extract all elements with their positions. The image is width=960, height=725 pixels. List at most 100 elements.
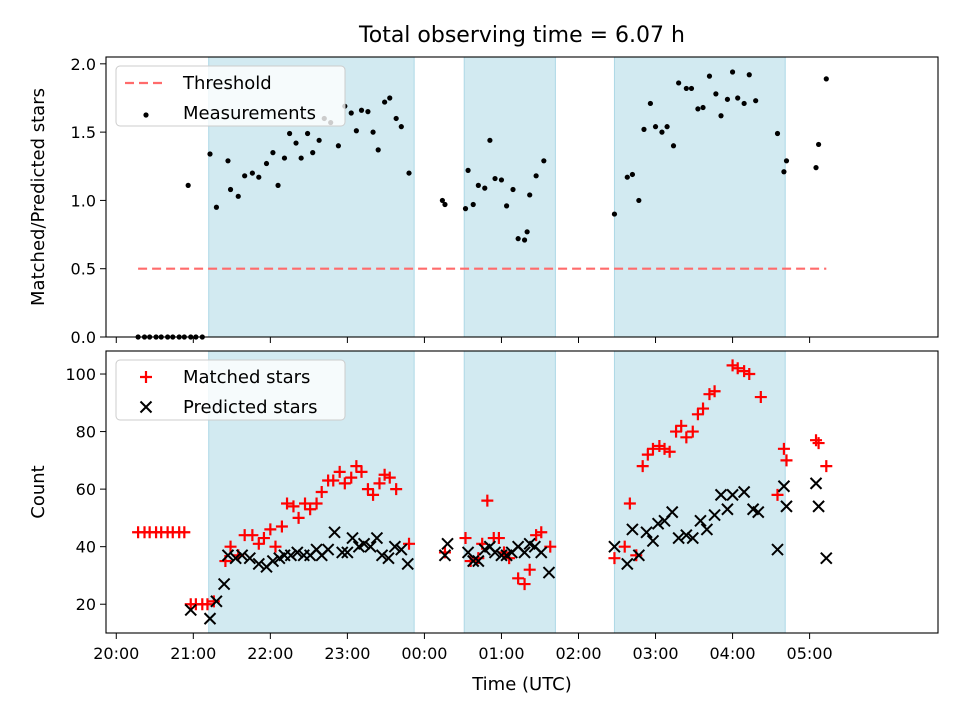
matched-point: [697, 402, 710, 415]
matched-point: [383, 471, 396, 484]
measurement-point: [487, 137, 493, 143]
matched-point: [459, 532, 472, 545]
matched-point: [327, 474, 340, 487]
y-tick-label: 40: [76, 538, 96, 557]
legend-swatch: [139, 400, 153, 414]
predicted-point: [771, 543, 784, 556]
matched-point: [754, 391, 767, 404]
predicted-point: [401, 557, 414, 571]
measurement-point: [482, 185, 488, 191]
measurement-point: [823, 76, 829, 82]
measurement-point: [706, 73, 713, 79]
predicted-point: [203, 612, 217, 625]
shaded-interval: [464, 351, 556, 633]
matched-point: [345, 471, 358, 484]
matched-point: [281, 497, 294, 510]
matched-point: [680, 431, 693, 444]
predicted-point: [395, 543, 408, 556]
measurement-point: [813, 165, 819, 171]
matched-point: [224, 540, 237, 553]
predicted-point: [321, 543, 335, 556]
measurement-point: [541, 158, 547, 164]
matched-point: [287, 500, 300, 513]
matched-point: [264, 523, 277, 536]
measurement-point: [498, 177, 505, 183]
matched-point: [641, 448, 654, 461]
matched-point: [355, 465, 368, 478]
measurement-point: [242, 173, 248, 179]
predicted-point: [700, 523, 714, 536]
measurement-point: [470, 201, 476, 208]
count-panel: 20 40 60 80 100 20:00 21:00 22:00 23:00 00:00 01:0…: [28, 350, 939, 663]
measurement-point: [510, 186, 516, 193]
shaded-interval: [614, 351, 786, 633]
predicted-point: [441, 537, 454, 551]
legend-swatch: [140, 371, 152, 383]
measurement-point: [398, 124, 404, 130]
measurement-point: [524, 229, 530, 235]
measurement-point: [629, 171, 636, 178]
legend-box: [115, 65, 346, 127]
measurement-point: [235, 193, 241, 199]
matched-point: [743, 368, 756, 381]
legend-label: Predicted stars: [183, 397, 317, 418]
predicted-point: [737, 485, 751, 499]
series-x: [184, 477, 833, 625]
x-tick-label: 02:00: [555, 644, 601, 663]
measurement-point: [676, 80, 682, 86]
measurement-point: [475, 182, 481, 188]
matched-point: [658, 442, 671, 455]
matched-point: [691, 408, 704, 421]
measurement-point: [735, 95, 741, 101]
predicted-point: [375, 549, 389, 562]
predicted-point: [542, 566, 556, 579]
measurement-point: [275, 182, 281, 188]
measurement-point: [358, 107, 365, 113]
measurement-point: [641, 126, 647, 132]
predicted-point: [646, 534, 660, 548]
y-tick-label: 1.0: [71, 191, 96, 210]
predicted-point: [336, 546, 349, 559]
measurement-point: [263, 160, 270, 167]
matched-point: [646, 442, 659, 455]
measurement-point: [298, 155, 304, 161]
measurement-point: [310, 150, 316, 156]
measurement-point: [611, 211, 618, 217]
predicted-point: [370, 531, 384, 545]
matched-point: [618, 540, 631, 553]
matched-point: [738, 365, 751, 378]
measurement-point: [700, 104, 706, 111]
measurement-point: [683, 85, 689, 92]
matched-point: [731, 362, 744, 375]
matched-point: [670, 425, 683, 438]
predicted-point: [229, 551, 242, 565]
predicted-point: [812, 500, 825, 513]
measurement-point: [713, 91, 719, 97]
predicted-point: [284, 549, 298, 562]
matched-point: [512, 572, 525, 585]
measurement-point: [659, 129, 665, 135]
measurement-point: [393, 115, 399, 122]
measurement-point: [515, 236, 521, 242]
matched-point: [518, 578, 531, 591]
predicted-point: [382, 551, 395, 565]
matched-point: [304, 503, 317, 516]
measurement-point: [225, 158, 231, 164]
measurement-point: [781, 169, 787, 175]
predicted-point: [346, 531, 359, 545]
measurement-point: [729, 69, 736, 75]
predicted-point: [640, 526, 653, 539]
measurement-point: [783, 158, 790, 164]
measurement-point: [439, 197, 445, 204]
x-tick-label: 22:00: [247, 644, 293, 663]
shaded-interval: [464, 57, 556, 337]
measurement-point: [695, 106, 701, 112]
y-tick-label: 60: [76, 480, 96, 499]
matched-point: [275, 520, 288, 533]
matched-point: [246, 529, 259, 542]
measurement-point: [664, 124, 670, 130]
measurement-point: [227, 186, 234, 193]
x-tick-label: 01:00: [478, 644, 524, 663]
matched-point: [780, 454, 793, 467]
